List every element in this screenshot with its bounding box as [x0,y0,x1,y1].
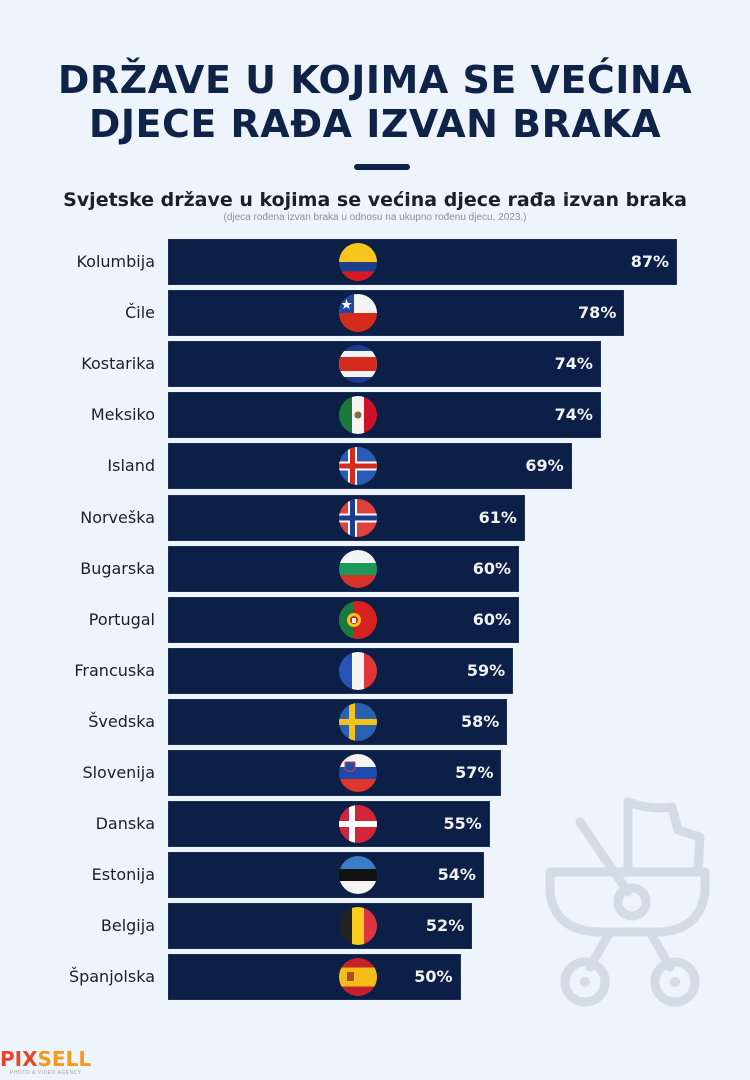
category-label: Portugal [88,609,155,629]
page-title: DRŽAVE U KOJIMA SE VEĆINA DJECE RAĐA IZV… [0,58,750,146]
bar-row: Portugal 60% [0,596,750,643]
category-label: Kostarika [81,354,155,374]
spain-flag-icon [339,958,377,997]
bar-row: Čile 78% [0,290,750,337]
sweden-flag-icon [339,702,377,741]
bar: 55% [168,801,490,848]
chart-title: Svjetske države u kojima se većina djece… [63,189,687,211]
value-label: 60% [472,609,512,629]
logo-part-1: PIX [0,1047,38,1071]
baby-stroller-icon [545,797,710,1007]
category-label: Belgija [100,916,155,936]
value-label: 54% [437,865,476,885]
mexico-flag-icon [339,396,377,435]
bar: 78% [168,290,625,337]
category-label: Čile [125,303,155,323]
norway-flag-icon [339,498,377,537]
france-flag-icon [339,651,377,690]
bar: 52% [168,903,473,950]
bar: 61% [168,494,525,541]
bar: 87% [168,239,677,285]
bar: 58% [168,698,508,745]
title-line-1: DRŽAVE U KOJIMA SE VEĆINA [57,58,693,102]
bar-row: Estonija 54% [0,852,750,899]
bar: 59% [168,647,514,694]
value-label: 74% [554,354,593,374]
category-label: Slovenija [82,763,155,782]
bulgaria-flag-icon [339,549,377,588]
bar-row: Bugarska 60% [0,545,750,592]
value-label: 60% [472,558,512,578]
chile-flag-icon [339,294,377,333]
value-label: 50% [414,967,453,987]
colombia-flag-icon [339,243,377,281]
portugal-flag-icon [339,600,377,639]
category-label: Norveška [80,507,155,527]
value-label: 61% [478,507,517,527]
value-label: 69% [525,456,564,476]
value-label: 59% [466,660,506,680]
bar: 74% [168,392,601,439]
bar-row: Švedska 58% [0,698,750,745]
belgium-flag-icon [339,907,377,946]
chart-subtitle: (djeca rođena izvan braka u odnosu na uk… [223,212,527,223]
bar: 60% [168,545,520,592]
value-label: 87% [630,252,669,271]
category-label: Francuska [74,660,155,680]
value-label: 74% [554,405,593,425]
value-label: 57% [455,763,494,782]
bar: 54% [168,852,484,899]
denmark-flag-icon [339,805,377,844]
pixsell-logo: PIXSELL PHOTO & VIDEO AGENCY [0,1048,91,1076]
slovenia-flag-icon [339,754,377,792]
bar-row: Kostarika 74% [0,341,750,388]
value-label: 58% [461,711,500,731]
bar-row: Island 69% [0,443,750,490]
bar: 50% [168,954,461,1001]
bar-row: Slovenija 57% [0,750,750,796]
category-label: Švedska [88,711,155,731]
category-label: Meksiko [90,405,155,425]
category-label: Španjolska [68,967,155,987]
estonia-flag-icon [339,856,377,895]
logo-part-2: SELL [37,1047,92,1071]
bar-row: Kolumbija 87% [0,239,750,285]
category-label: Danska [95,814,155,834]
title-divider [354,164,410,170]
costa-rica-flag-icon [339,345,377,384]
bar: 69% [168,443,572,490]
bar: 74% [168,341,601,388]
bar-row: Španjolska 50% [0,954,750,1001]
value-label: 55% [443,814,482,834]
category-label: Bugarska [80,558,155,578]
value-label: 78% [578,303,617,323]
bar-row: Danska 55% [0,801,750,848]
category-label: Island [107,456,155,476]
title-line-2: DJECE RAĐA IZVAN BRAKA [88,102,662,146]
bar: 60% [168,596,520,643]
bar: 57% [168,750,502,796]
bar-row: Meksiko 74% [0,392,750,439]
category-label: Estonija [91,865,155,885]
logo-tagline: PHOTO & VIDEO AGENCY [10,1070,82,1076]
iceland-flag-icon [339,447,377,486]
bar-row: Norveška 61% [0,494,750,541]
category-label: Kolumbija [76,252,155,271]
bar-row: Francuska 59% [0,647,750,694]
value-label: 52% [425,916,465,936]
bar-row: Belgija 52% [0,903,750,950]
